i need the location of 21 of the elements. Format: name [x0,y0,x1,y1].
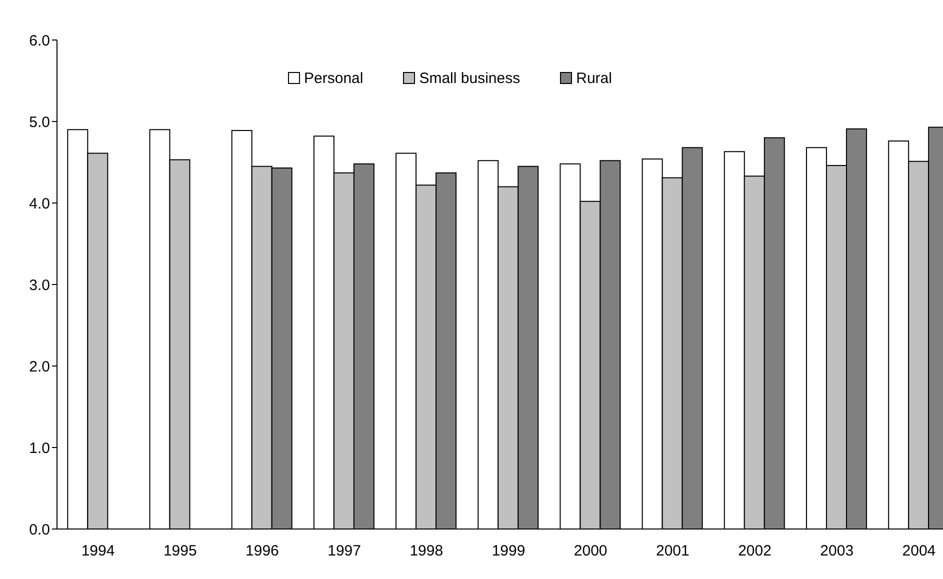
x-tick-label: 1997 [328,542,362,560]
x-tick-label: 1996 [246,542,279,560]
y-tick-label: 5.0 [29,114,50,131]
y-tick-label: 4.0 [29,195,50,212]
x-tick-label: 2004 [902,542,936,560]
y-tick-label: 0.0 [29,521,50,538]
y-tick-label: 6.0 [29,32,50,50]
legend-label: Personal [304,70,364,87]
x-tick-label: 2000 [574,542,608,560]
y-tick-label: 3.0 [29,276,50,294]
legend-label: Rural [576,70,612,87]
x-tick-label: 1995 [163,542,197,560]
x-tick-label: 1998 [410,542,444,560]
x-tick-label: 1994 [81,542,115,560]
x-tick-label: 2003 [820,542,854,560]
legend-label: Small business [419,70,520,87]
y-tick-label: 2.0 [29,358,50,376]
x-tick-label: 2001 [656,542,690,560]
y-tick-label: 1.0 [29,440,50,457]
x-tick-label: 1999 [492,542,526,560]
x-tick-label: 2002 [738,542,772,560]
